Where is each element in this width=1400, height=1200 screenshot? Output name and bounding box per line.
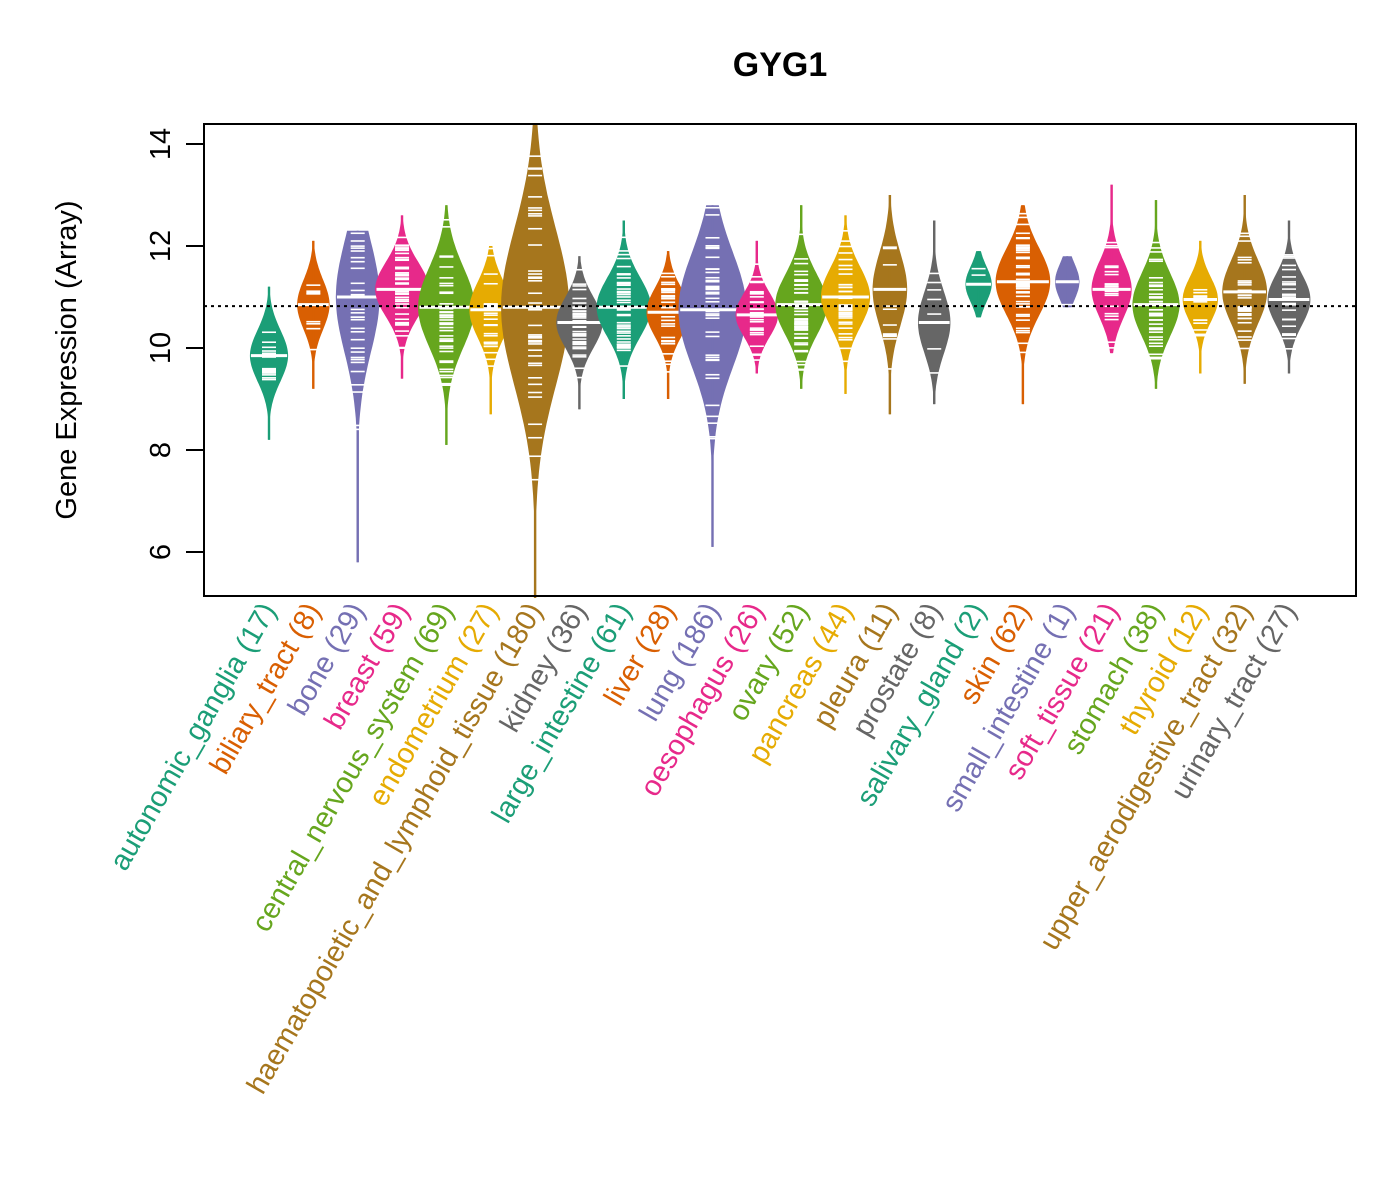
beans-layer <box>249 123 1311 598</box>
x-axis-labels: autonomic_ganglia (17)biliary_tract (8)b… <box>104 598 1303 1100</box>
bean-prostate <box>918 220 951 405</box>
bean-liver <box>646 251 690 399</box>
bean-lung <box>678 205 747 547</box>
y-axis: 6 8 10 12 14 <box>145 128 205 560</box>
bean-endometrium <box>469 246 513 415</box>
bean-kidney <box>556 256 603 410</box>
bean-oesophagus <box>735 240 778 374</box>
bean-upper-aerodigestive-tract <box>1222 195 1268 384</box>
bean-pancreas <box>821 215 871 394</box>
plot-frame <box>203 123 1357 597</box>
y-axis-label: Gene Expression (Array) <box>51 200 83 519</box>
y-tick-label: 8 <box>145 442 177 458</box>
y-tick-label: 12 <box>145 230 177 262</box>
bean-bone <box>335 230 380 563</box>
y-tick-label: 6 <box>145 544 177 560</box>
bean-thyroid <box>1182 240 1218 374</box>
bean-large-intestine <box>596 220 651 399</box>
bean-small-intestine <box>1055 256 1080 308</box>
bean-ovary <box>775 205 827 389</box>
bean-soft-tissue <box>1091 184 1132 354</box>
chart-title: GYG1 <box>733 46 827 84</box>
bean-urinary-tract <box>1267 220 1311 374</box>
bean-central-nervous-system <box>418 205 475 445</box>
bean-stomach <box>1132 200 1180 389</box>
y-tick-label: 14 <box>145 128 177 160</box>
bean-biliary-tract <box>297 240 330 389</box>
bean-salivary-gland <box>965 251 992 318</box>
bean-skin <box>995 205 1051 405</box>
bean-breast <box>375 215 429 379</box>
bean-autonomic-ganglia <box>249 286 289 440</box>
bean-pleura <box>872 195 908 415</box>
bean-haematopoietic-and-lymphoid-tissue <box>501 123 570 598</box>
y-tick-label: 10 <box>145 332 177 364</box>
